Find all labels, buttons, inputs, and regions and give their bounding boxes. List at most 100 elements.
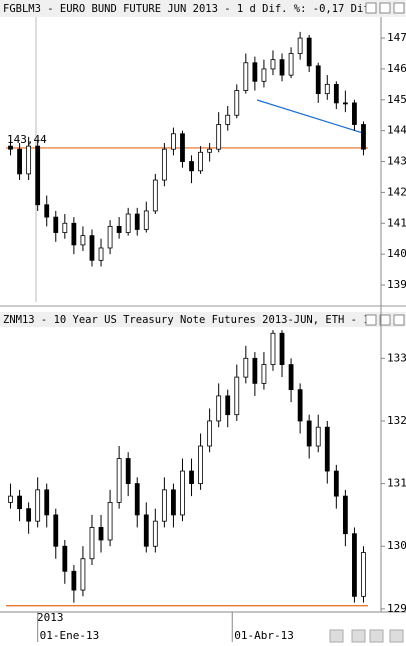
toolbar-icon[interactable]	[369, 629, 384, 643]
candle-body	[53, 514, 59, 547]
candle-body	[333, 83, 339, 104]
candle-body	[134, 213, 140, 230]
candle-body	[189, 161, 194, 172]
candle-body	[62, 222, 68, 233]
candle-body	[361, 552, 366, 597]
year-label: 2013	[37, 611, 64, 624]
candle-body	[252, 357, 258, 384]
candle-body	[297, 37, 303, 54]
candle-body	[171, 489, 176, 516]
y-tick-label: 139	[387, 278, 406, 291]
candle-body	[98, 247, 104, 261]
y-tick-label: 132	[387, 414, 406, 427]
candle-body	[352, 102, 357, 125]
button[interactable]	[365, 314, 377, 326]
button[interactable]	[379, 314, 391, 326]
candle-body	[171, 133, 176, 150]
candle-body	[306, 420, 312, 447]
candle-body	[352, 533, 357, 597]
candle-body	[361, 124, 366, 150]
candle-body	[180, 470, 185, 516]
candle-body	[198, 445, 203, 484]
x-tick-label: 01-Abr-13	[234, 629, 294, 642]
candle-body	[279, 332, 285, 365]
candle-body	[216, 124, 222, 150]
candle-body	[71, 222, 77, 246]
level-label: 143,44	[7, 133, 47, 146]
toolbar-icon[interactable]	[329, 629, 344, 643]
candle-body	[53, 216, 59, 233]
candle-body	[180, 133, 185, 162]
candle-body	[315, 65, 321, 95]
candle-body	[98, 527, 104, 541]
candle-body	[207, 420, 213, 447]
button[interactable]	[393, 314, 405, 326]
candle-body	[161, 489, 167, 522]
candle-body	[152, 179, 158, 212]
candle-body	[8, 495, 13, 503]
candle-body	[261, 364, 267, 384]
candle-body	[270, 332, 276, 365]
candle-body	[89, 527, 95, 560]
candle-body	[216, 395, 222, 422]
toolbar-icon[interactable]	[351, 629, 366, 643]
candle-body	[89, 235, 95, 261]
candle-body	[297, 389, 303, 422]
y-tick-label: 133	[387, 351, 406, 364]
candle-body	[333, 470, 339, 497]
candle-body	[261, 68, 267, 82]
candle-body	[116, 458, 122, 503]
y-tick-label: 142	[387, 185, 406, 198]
candle-body	[44, 489, 50, 516]
x-tick-label: 01-Ene-13	[40, 629, 100, 642]
y-tick-label: 144	[387, 124, 406, 137]
y-tick-label: 130	[387, 539, 406, 552]
candle-body	[80, 235, 86, 246]
button[interactable]	[365, 2, 377, 14]
y-tick-label: 145	[387, 93, 406, 106]
title-bar	[0, 0, 406, 17]
candle-body	[107, 225, 113, 249]
candle-body	[161, 148, 167, 181]
candle-body	[17, 495, 22, 510]
candle-body	[225, 114, 231, 125]
candle-body	[35, 489, 41, 522]
y-tick-label: 141	[387, 216, 406, 229]
y-tick-label: 143	[387, 155, 406, 168]
candle-body	[44, 204, 50, 218]
button[interactable]	[379, 2, 391, 14]
toolbar-icon[interactable]	[389, 629, 404, 643]
candle-body	[116, 225, 122, 233]
candle-body	[80, 558, 86, 591]
candle-body	[198, 151, 203, 172]
candle-body	[107, 501, 113, 541]
candle-body	[252, 62, 258, 82]
candle-body	[152, 520, 158, 547]
candle-body	[270, 59, 276, 70]
candle-body	[243, 357, 249, 378]
candle-body	[342, 102, 348, 105]
candle-body	[8, 145, 13, 150]
y-tick-label: 131	[387, 477, 406, 490]
candle-body	[125, 213, 131, 233]
title-bar	[0, 312, 406, 327]
candle-body	[17, 148, 22, 175]
candle-body	[225, 395, 231, 416]
candle-body	[143, 514, 149, 547]
candle-body	[234, 376, 240, 416]
candle-body	[62, 545, 68, 572]
panel-title: ZNM13 - 10 Year US Treasury Note Futures…	[3, 314, 370, 326]
candle-body	[234, 90, 240, 116]
candle-body	[315, 426, 321, 447]
panel-title: FGBLM3 - EURO BUND FUTURE JUN 2013 - 1 d…	[3, 3, 370, 15]
button[interactable]	[393, 2, 405, 14]
candle-body	[288, 364, 294, 391]
candle-body	[324, 426, 330, 472]
candle-body	[26, 508, 32, 522]
candle-body	[134, 483, 140, 516]
candle-body	[35, 145, 41, 206]
y-tick-label: 147	[387, 31, 406, 44]
candle-body	[288, 53, 294, 76]
candle-body	[143, 210, 149, 230]
